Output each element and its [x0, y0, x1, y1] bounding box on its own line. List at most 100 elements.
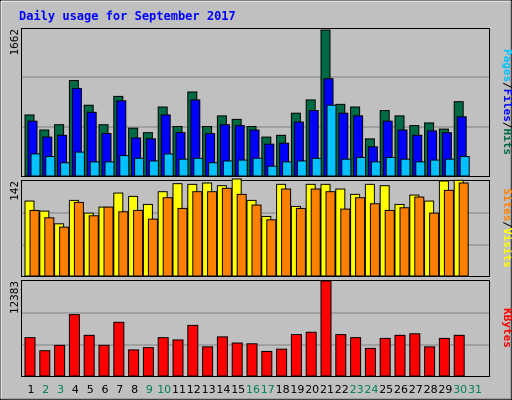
bar-kbytes-day-1: [24, 337, 36, 377]
bar-pages-day-14: [222, 160, 233, 177]
bar-kbytes-day-22: [335, 334, 347, 377]
bar-sites-day-19: [295, 207, 306, 277]
bars: [24, 29, 470, 377]
bar-kbytes-day-5: [83, 334, 95, 377]
bar-sites-day-6: [103, 206, 114, 277]
day-label-28: 28: [424, 383, 438, 396]
bar-pages-day-22: [341, 158, 352, 177]
bar-kbytes-day-19: [290, 334, 302, 377]
bar-kbytes-day-26: [394, 334, 406, 377]
bar-pages-day-3: [60, 162, 71, 177]
bar-pages-day-11: [178, 158, 189, 177]
bar-kbytes-day-8: [128, 349, 140, 377]
bar-pages-day-1: [30, 153, 41, 177]
bar-sites-day-8: [133, 209, 144, 277]
bar-sites-day-18: [281, 188, 292, 277]
bar-sites-day-9: [147, 218, 158, 277]
day-label-24: 24: [364, 383, 378, 396]
bar-sites-day-17: [266, 219, 277, 277]
day-label-22: 22: [335, 383, 349, 396]
bar-kbytes-day-30: [453, 334, 465, 377]
bar-kbytes-day-29: [438, 337, 450, 377]
bar-pages-day-24: [370, 161, 381, 177]
bar-pages-day-13: [208, 162, 219, 177]
bar-pages-day-25: [385, 156, 396, 177]
axis-max-label-middle: 142: [8, 181, 21, 201]
bar-pages-day-23: [356, 156, 367, 177]
bar-pages-day-10: [163, 153, 174, 177]
bar-sites-day-7: [118, 211, 129, 277]
bar-sites-day-3: [59, 226, 70, 277]
bar-sites-day-2: [44, 217, 55, 277]
bar-kbytes-day-17: [261, 350, 273, 377]
bar-pages-day-6: [104, 161, 115, 177]
bar-pages-day-5: [89, 161, 100, 177]
bar-sites-day-25: [384, 209, 395, 277]
bar-pages-day-27: [415, 161, 426, 177]
bar-sites-day-27: [414, 196, 425, 277]
bar-sites-day-4: [73, 201, 84, 277]
axis-max-labels: 1662 142 12383: [8, 29, 21, 314]
bar-kbytes-day-10: [157, 337, 169, 377]
bar-sites-day-22: [340, 208, 351, 277]
bar-pages-day-20: [311, 157, 322, 177]
day-label-26: 26: [394, 383, 408, 396]
day-label-1: 1: [28, 383, 35, 396]
bar-pages-day-7: [119, 155, 130, 177]
bar-pages-day-19: [296, 160, 307, 177]
day-label-9: 9: [146, 383, 153, 396]
bar-kbytes-day-20: [305, 331, 317, 377]
bar-sites-day-30: [458, 182, 469, 277]
bar-pages-day-18: [282, 161, 293, 177]
day-label-21: 21: [320, 383, 334, 396]
bar-kbytes-day-12: [187, 324, 199, 377]
bar-sites-day-10: [162, 197, 173, 277]
bar-kbytes-day-14: [216, 336, 228, 377]
day-label-5: 5: [87, 383, 94, 396]
day-label-15: 15: [231, 383, 245, 396]
bar-sites-day-5: [88, 215, 99, 277]
day-label-31: 31: [468, 383, 482, 396]
chart-title: Daily usage for September 2017: [19, 9, 236, 23]
bar-pages-day-26: [400, 158, 411, 177]
day-label-3: 3: [57, 383, 64, 396]
day-label-29: 29: [438, 383, 452, 396]
day-label-12: 12: [187, 383, 201, 396]
bar-sites-day-26: [399, 207, 410, 277]
day-label-27: 27: [409, 383, 423, 396]
bar-sites-day-29: [443, 189, 454, 277]
bar-kbytes-day-27: [409, 333, 421, 377]
bar-kbytes-day-24: [364, 347, 376, 377]
day-label-14: 14: [216, 383, 230, 396]
bar-kbytes-day-6: [98, 344, 110, 377]
bar-kbytes-day-7: [113, 321, 125, 377]
legend-top: Pages/Files/Hits: [501, 49, 512, 155]
day-label-16: 16: [246, 383, 260, 396]
day-label-17: 17: [261, 383, 275, 396]
legend-entry-top-4: Hits: [501, 129, 512, 156]
day-labels: 1 2 3 4 5 6 7 8 9 10 11 12 13 14 15 16 17 18 19 20 21 22 23 24 2…: [28, 383, 483, 396]
day-label-7: 7: [116, 383, 123, 396]
bar-sites-day-14: [221, 187, 232, 277]
bar-kbytes-day-11: [172, 339, 184, 377]
bar-sites-day-15: [236, 193, 247, 277]
bar-sites-day-24: [369, 203, 380, 277]
bar-pages-day-29: [444, 158, 455, 177]
day-label-20: 20: [305, 383, 319, 396]
bar-kbytes-day-9: [142, 347, 154, 377]
bar-sites-day-21: [325, 191, 336, 277]
day-label-18: 18: [276, 383, 290, 396]
legend-entry-top-1: /: [501, 82, 512, 89]
bar-kbytes-day-2: [39, 350, 51, 377]
bar-kbytes-day-16: [246, 343, 258, 377]
bar-sites-day-16: [251, 204, 262, 277]
legend-entry-middle-0: Sites: [501, 188, 512, 221]
legend-entry-middle-1: /: [501, 221, 512, 228]
bar-kbytes-day-18: [276, 348, 288, 377]
legend-entry-top-3: /: [501, 122, 512, 129]
legend-bottom: KBytes: [501, 308, 512, 348]
day-label-19: 19: [290, 383, 304, 396]
bar-pages-day-21: [326, 104, 337, 177]
axis-max-label-bottom: 12383: [8, 281, 21, 314]
bar-sites-day-28: [429, 212, 440, 277]
